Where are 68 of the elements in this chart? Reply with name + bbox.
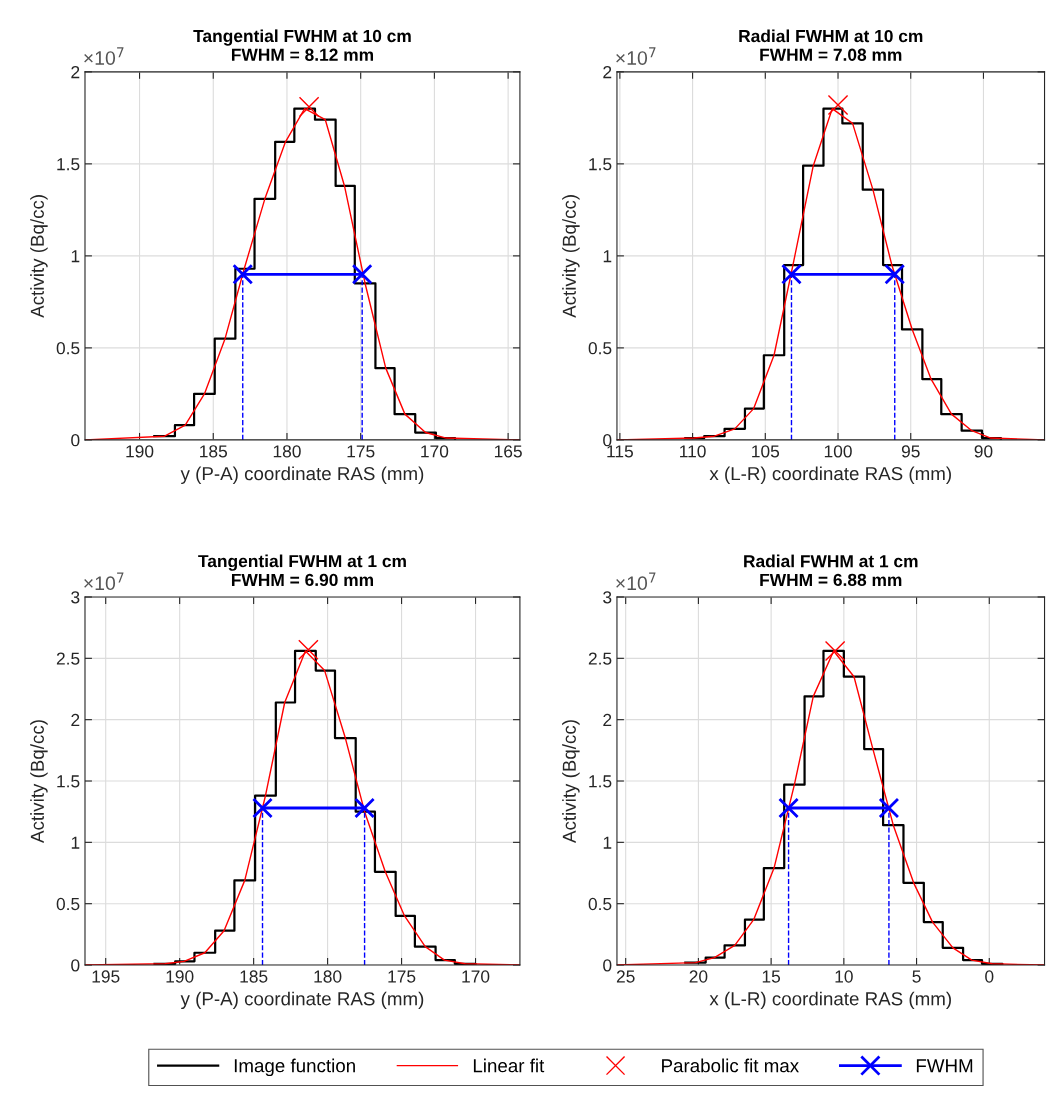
y-axis-title: Activity (Bq/cc) bbox=[30, 720, 48, 843]
text: ×10$^{7}$ bbox=[84, 47, 124, 65]
x-tick-label: 15 bbox=[762, 970, 781, 983]
chart-title: Tangential FWHM at 1 cm FWHM = 6.90 mm bbox=[198, 554, 406, 587]
y-tick-label: 1.5 bbox=[589, 775, 612, 788]
x-tick-label: 175 bbox=[347, 445, 375, 458]
y-axis-title: Activity (Bq/cc) bbox=[562, 720, 580, 843]
x-tick-label: 105 bbox=[752, 445, 780, 458]
y-tick-label: 0.5 bbox=[588, 897, 612, 911]
y-tick-label: 2 bbox=[71, 66, 80, 79]
y-tick-label: 3 bbox=[603, 591, 612, 604]
y-tick-label: 2 bbox=[71, 713, 80, 726]
x-tick-label: 165 bbox=[494, 445, 522, 458]
x-tick-label: 180 bbox=[314, 970, 342, 983]
legend-label: Linear fit bbox=[473, 1058, 545, 1073]
y-tick-label: 0.5 bbox=[588, 342, 612, 355]
text: ×10$^{7}$ bbox=[616, 47, 656, 65]
x-axis-title: y (P-A) coordinate RAS (mm) bbox=[180, 466, 424, 484]
legend-label: Parabolic fit max bbox=[662, 1058, 799, 1073]
y-tick-label: 1.5 bbox=[57, 775, 80, 788]
y-tick-label: 1.5 bbox=[57, 158, 80, 171]
x-tick-label: 190 bbox=[166, 970, 194, 983]
y-tick-label: 1.5 bbox=[589, 158, 612, 171]
x-tick-label: 195 bbox=[92, 970, 120, 983]
y-tick-label: 1 bbox=[603, 250, 612, 263]
y-tick-label: 2.5 bbox=[588, 652, 612, 665]
x-tick-label: 115 bbox=[607, 445, 633, 458]
y-axis-title: Activity (Bq/cc) bbox=[30, 195, 48, 318]
chart-title: Radial FWHM at 10 cm FWHM = 7.08 mm bbox=[739, 29, 923, 61]
y-tick-label: 2 bbox=[603, 66, 612, 79]
y-tick-label: 3 bbox=[71, 591, 80, 604]
y-tick-label: 2 bbox=[603, 713, 612, 726]
y-tick-label: 1 bbox=[603, 836, 612, 849]
chart-title: Radial FWHM at 1 cm FWHM = 6.88 mm bbox=[744, 554, 918, 587]
y-tick-label: 1 bbox=[71, 836, 80, 849]
y-tick-label: 0.5 bbox=[56, 342, 80, 355]
legend-label: FWHM bbox=[916, 1059, 973, 1073]
chart-title: Tangential FWHM at 10 cm FWHM = 8.12 mm bbox=[193, 29, 411, 61]
x-axis-title: x (L-R) coordinate RAS (mm) bbox=[709, 991, 951, 1010]
x-tick-label: 10 bbox=[835, 970, 853, 983]
y-tick-label: 0 bbox=[71, 434, 80, 447]
text: ×10$^{7}$ bbox=[84, 572, 124, 591]
x-tick-label: 180 bbox=[273, 445, 301, 458]
legend-label: Image function bbox=[234, 1058, 355, 1077]
x-tick-label: 190 bbox=[126, 445, 154, 458]
x-tick-label: 185 bbox=[240, 970, 268, 983]
y-axis-title: Activity (Bq/cc) bbox=[562, 195, 580, 318]
y-tick-label: 1 bbox=[71, 250, 80, 263]
x-tick-label: 20 bbox=[689, 970, 708, 983]
y-tick-label: 0.5 bbox=[56, 897, 80, 911]
x-axis-title: x (L-R) coordinate RAS (mm) bbox=[709, 466, 951, 484]
x-tick-label: 175 bbox=[388, 970, 416, 983]
x-tick-label: 185 bbox=[200, 445, 228, 458]
x-tick-label: 110 bbox=[680, 445, 706, 458]
y-tick-label: 2.5 bbox=[56, 652, 80, 665]
y-tick-label: 0 bbox=[603, 434, 612, 447]
x-tick-label: 25 bbox=[616, 970, 635, 983]
y-tick-label: 0 bbox=[71, 959, 80, 972]
x-tick-label: 90 bbox=[974, 445, 993, 458]
x-tick-label: 170 bbox=[421, 445, 449, 458]
x-tick-label: 0 bbox=[985, 970, 994, 983]
y-tick-label: 0 bbox=[603, 959, 612, 972]
x-tick-label: 5 bbox=[912, 970, 921, 983]
x-axis-title: y (P-A) coordinate RAS (mm) bbox=[180, 991, 424, 1010]
x-tick-label: 100 bbox=[824, 445, 852, 458]
text: ×10$^{7}$ bbox=[616, 572, 656, 591]
x-tick-label: 170 bbox=[462, 970, 490, 983]
x-tick-label: 95 bbox=[901, 445, 920, 458]
